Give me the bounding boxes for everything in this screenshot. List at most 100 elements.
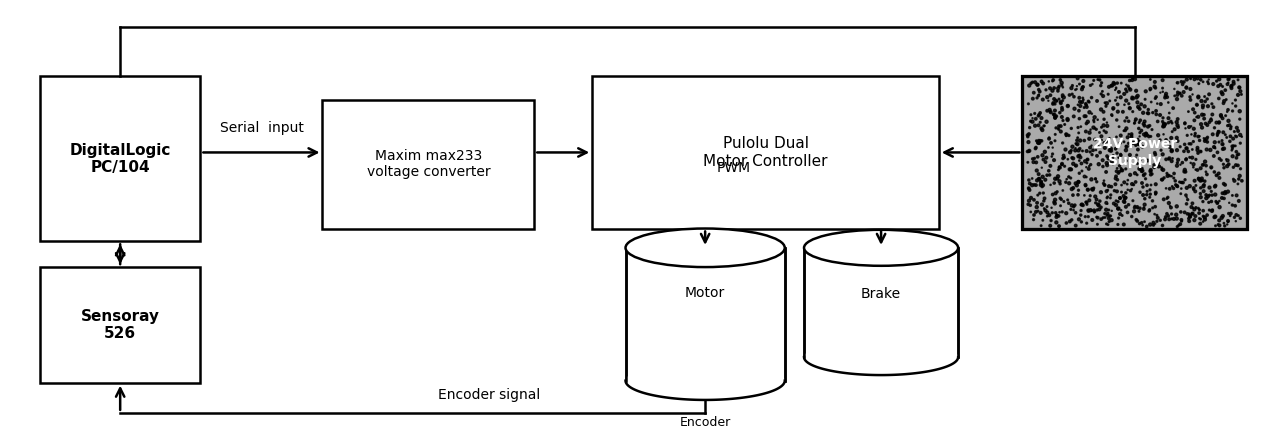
Point [1106,168,1126,175]
Point [1091,79,1112,86]
Point [1129,208,1149,215]
Point [1098,194,1118,200]
Point [1069,94,1090,101]
Point [1059,149,1080,156]
Point [1207,128,1228,135]
Point [1130,105,1151,112]
Ellipse shape [804,230,958,266]
Point [1122,197,1143,204]
Point [1131,219,1152,226]
Point [1115,101,1135,108]
Point [1167,147,1188,154]
Point [1053,187,1073,194]
Point [1082,81,1103,88]
Point [1161,134,1181,141]
Point [1091,133,1112,140]
Point [1113,193,1134,200]
Point [1149,137,1170,143]
Point [1111,189,1131,196]
Point [1063,184,1084,191]
Point [1201,117,1221,124]
Point [1097,138,1117,145]
Point [1133,222,1153,229]
Point [1027,95,1048,102]
Point [1045,210,1066,216]
Point [1202,100,1223,107]
Point [1227,192,1247,199]
Point [1068,191,1089,198]
Point [1084,124,1104,131]
Point [1076,174,1097,181]
Point [1031,222,1051,229]
Point [1218,217,1238,224]
Point [1051,79,1072,86]
Point [1219,161,1239,168]
Point [1175,176,1196,183]
Point [1088,214,1108,221]
Point [1045,101,1066,108]
Point [1054,154,1075,161]
Point [1145,181,1166,187]
Point [1069,145,1090,152]
Point [1073,83,1094,90]
Point [1153,175,1174,181]
Point [1140,133,1161,140]
Point [1089,129,1109,136]
Point [1051,161,1072,168]
Point [1214,161,1234,168]
Point [1175,120,1196,127]
Point [1189,215,1210,222]
Point [1095,206,1116,213]
Point [1183,184,1203,191]
Point [1042,210,1063,216]
Point [1183,91,1203,98]
Point [1175,120,1196,127]
Point [1125,154,1145,161]
Point [1055,210,1076,216]
Point [1022,156,1042,162]
Point [1187,101,1207,108]
Point [1138,106,1158,113]
Point [1088,201,1108,208]
Point [1187,144,1207,151]
Point [1208,221,1229,228]
Point [1049,126,1069,133]
Point [1107,79,1127,86]
Point [1042,76,1063,83]
Point [1076,220,1097,227]
Point [1189,137,1210,144]
Point [1076,128,1097,135]
Point [1219,75,1239,82]
Point [1050,164,1071,171]
Point [1098,155,1118,162]
Point [1120,152,1140,159]
Point [1184,132,1205,139]
Point [1108,89,1129,95]
Point [1190,76,1211,83]
Text: PWM: PWM [717,161,750,175]
Text: Encoder: Encoder [680,416,731,429]
Point [1142,171,1162,178]
Point [1206,172,1227,179]
Point [1214,164,1234,171]
Point [1210,155,1230,162]
Point [1044,180,1064,187]
Point [1116,157,1136,164]
Point [1215,87,1236,94]
Point [1032,127,1053,133]
Point [1152,88,1172,95]
Point [1147,162,1167,169]
Point [1080,149,1100,156]
Point [1207,172,1228,178]
Point [1063,113,1084,120]
Point [1104,187,1125,194]
Point [1018,100,1039,107]
Point [1039,97,1059,104]
Point [1095,168,1116,175]
Point [1122,76,1143,83]
Point [1044,157,1064,164]
Point [1148,118,1169,125]
Point [1221,83,1242,90]
Point [1024,155,1045,162]
Point [1028,140,1049,146]
